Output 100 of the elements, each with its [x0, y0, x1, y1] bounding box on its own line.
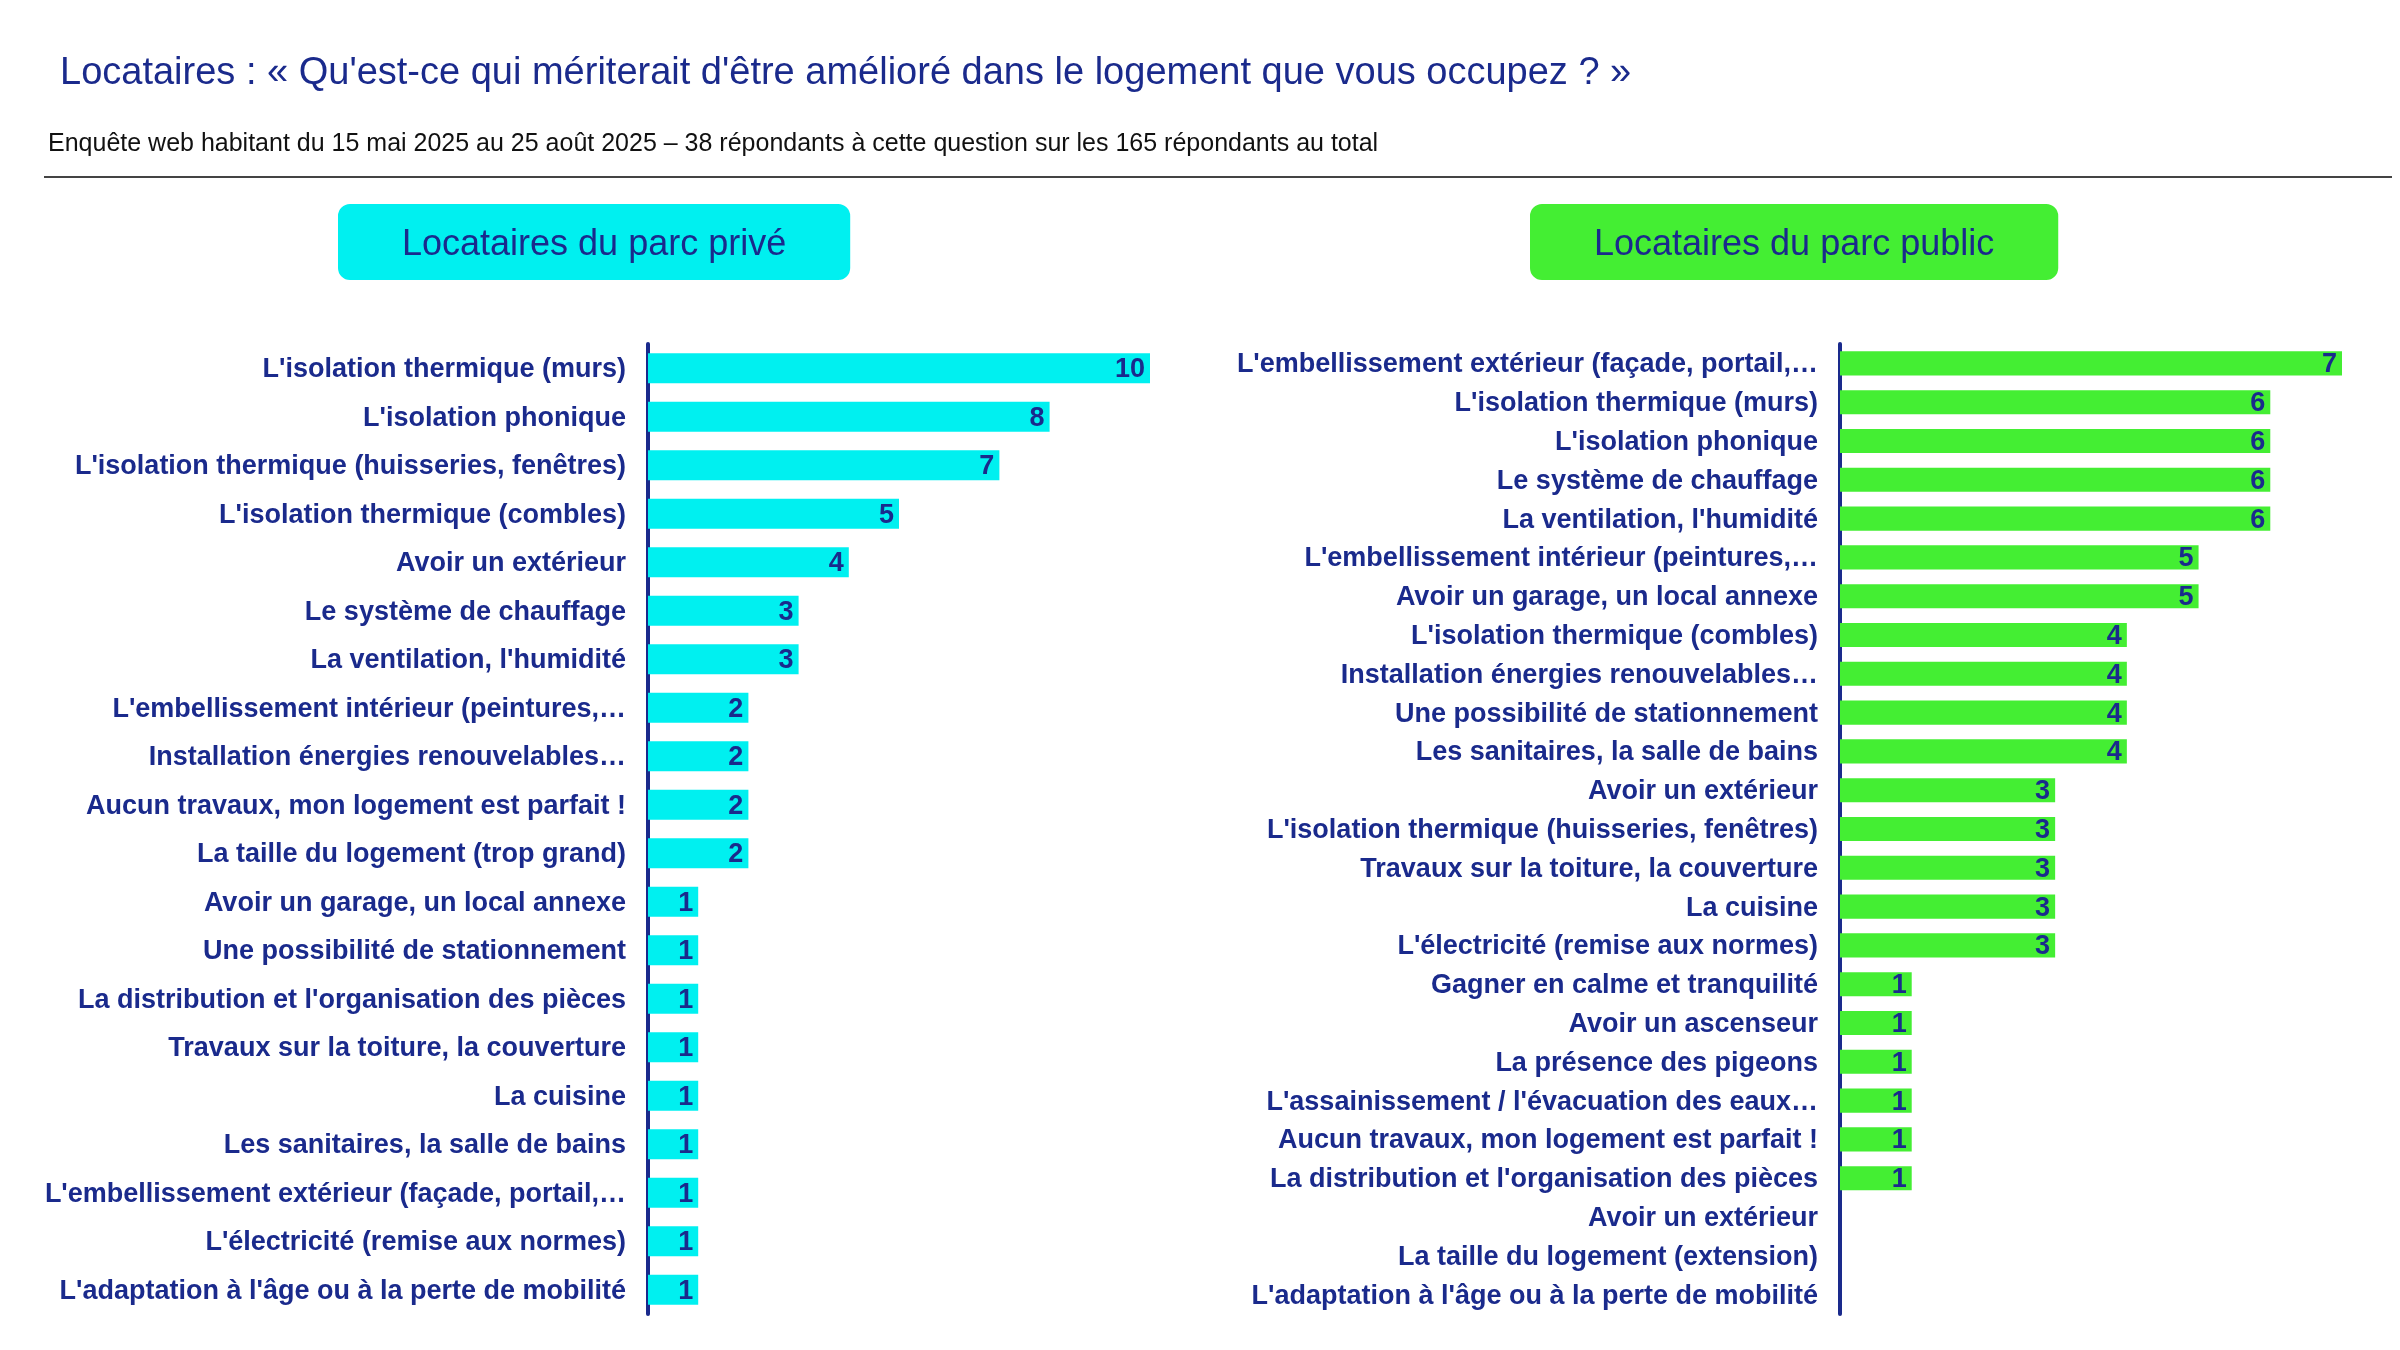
- bar: [1840, 1049, 1912, 1074]
- y-tick-label: Une possibilité de stationnement: [202, 935, 627, 966]
- data-label: 3: [2035, 891, 2051, 922]
- bar: [648, 1032, 699, 1063]
- y-tick-label: L'isolation thermique (murs): [262, 353, 626, 384]
- y-tick-label: Aucun travaux, mon logement est parfait !: [85, 789, 626, 820]
- y-tick-label: L'isolation thermique (huisseries, fenêtres): [1266, 814, 1818, 844]
- bar: [1840, 855, 2056, 880]
- bar: [1840, 739, 2127, 764]
- bar: [648, 1226, 699, 1257]
- bar: [648, 1177, 699, 1208]
- data-label: 1: [1891, 1046, 1907, 1077]
- y-tick-label: L'embellissement intérieur (peintures,…: [112, 692, 626, 723]
- bar: [1840, 1127, 1912, 1152]
- bar: [648, 886, 699, 917]
- bar: [1840, 467, 2271, 492]
- y-tick-label: Avoir un extérieur: [395, 547, 627, 578]
- y-tick-label: Travaux sur la toiture, la couverture: [1360, 852, 1818, 883]
- y-tick-label: La cuisine: [493, 1080, 626, 1111]
- y-tick-label: La cuisine: [1685, 891, 1818, 922]
- bar: [648, 838, 749, 869]
- chart-title: Locataires du parc public: [1594, 221, 1995, 263]
- data-label: 6: [2250, 426, 2266, 456]
- data-label: 2: [728, 741, 744, 772]
- data-label: 4: [828, 547, 844, 578]
- data-label: 4: [2106, 658, 2122, 689]
- bar: [648, 353, 1150, 384]
- y-tick-label: L'adaptation à l'âge ou à la perte de mobilité: [1251, 1279, 1818, 1310]
- bar: [1840, 894, 2056, 919]
- text: Locataires : « Qu'est-ce qui mériterait d'être amélioré dans le logement que vous occupez ? »: [60, 50, 1632, 93]
- bar: [1840, 506, 2271, 531]
- y-tick-label: L'assainissement / l'évacuation des eaux…: [1266, 1085, 1818, 1116]
- bar: [1840, 1088, 1912, 1113]
- y-tick-label: L'électricité (remise aux normes): [205, 1226, 626, 1257]
- bar: [1840, 816, 2056, 842]
- bar: [648, 1274, 699, 1305]
- y-tick-label: L'isolation thermique (murs): [1454, 387, 1818, 418]
- y-tick-label: La ventilation, l'humidité: [1502, 503, 1818, 534]
- data-label: 1: [678, 1129, 694, 1160]
- data-label: 3: [2035, 930, 2051, 961]
- data-label: 1: [678, 983, 694, 1014]
- y-tick-label: La taille du logement (trop grand): [196, 838, 626, 869]
- y-tick-label: La présence des pigeons: [1495, 1046, 1818, 1077]
- y-tick-label: Gagner en calme et tranquilité: [1430, 969, 1818, 1000]
- bar: [648, 789, 749, 820]
- bar: [1840, 622, 2127, 648]
- bar: [648, 1080, 699, 1111]
- y-tick-label: Avoir un extérieur: [1587, 775, 1819, 806]
- y-tick-label: Le système de chauffage: [304, 595, 626, 626]
- y-tick-label: Les sanitaires, la salle de bains: [223, 1129, 626, 1160]
- data-label: 7: [979, 450, 995, 481]
- data-label: 4: [2106, 736, 2122, 767]
- data-label: 6: [2250, 464, 2266, 495]
- bar: [648, 595, 799, 626]
- data-label: 1: [1891, 1008, 1907, 1038]
- y-tick-label: Avoir un garage, un local annexe: [1395, 581, 1818, 612]
- chart-title: Locataires du parc privé: [402, 221, 787, 263]
- data-label: 3: [2035, 775, 2051, 806]
- data-label: 4: [2106, 620, 2122, 650]
- y-tick-label: L'adaptation à l'âge ou à la perte de mobilité: [59, 1274, 626, 1305]
- y-tick-label: L'isolation thermique (huisseries, fenêtres): [74, 450, 626, 481]
- data-label: 1: [678, 1080, 694, 1111]
- data-label: 5: [878, 498, 894, 529]
- y-tick-label: La ventilation, l'humidité: [310, 644, 626, 675]
- bar: [648, 401, 1050, 432]
- y-tick-label: Une possibilité de stationnement: [1394, 697, 1819, 728]
- y-tick-label: Aucun travaux, mon logement est parfait !: [1277, 1124, 1818, 1155]
- data-label: 1: [1891, 1124, 1907, 1155]
- bar: [1840, 700, 2127, 725]
- y-tick-label: Avoir un garage, un local annexe: [203, 886, 626, 917]
- data-label: 10: [1114, 353, 1145, 384]
- bar: [1840, 972, 1912, 997]
- y-tick-label: Installation énergies renouvelables…: [1340, 658, 1818, 689]
- bar: [1840, 584, 2199, 609]
- data-label: 1: [678, 1274, 694, 1305]
- bar: [648, 741, 749, 772]
- y-tick-label: L'isolation thermique (combles): [1411, 620, 1818, 650]
- data-label: 2: [728, 692, 744, 723]
- data-label: 1: [1891, 1163, 1907, 1194]
- data-label: 3: [778, 644, 794, 675]
- data-label: 3: [2035, 852, 2051, 883]
- data-label: 6: [2250, 387, 2266, 418]
- bar: [1840, 778, 2056, 803]
- bar: [648, 1129, 699, 1160]
- data-label: 1: [678, 1032, 694, 1063]
- bar: [1840, 1010, 1912, 1036]
- y-tick-label: Les sanitaires, la salle de bains: [1415, 736, 1818, 767]
- bar: [1840, 390, 2271, 415]
- data-label: 1: [678, 1226, 694, 1257]
- data-label: 7: [2321, 348, 2337, 379]
- data-label: 4: [2106, 697, 2122, 728]
- bar: [1840, 933, 2056, 958]
- y-tick-label: Avoir un ascenseur: [1568, 1008, 1819, 1038]
- bar: [648, 644, 799, 675]
- y-tick-label: La distribution et l'organisation des pièces: [1269, 1163, 1818, 1194]
- bar: [648, 935, 699, 966]
- data-label: 2: [728, 838, 744, 869]
- y-tick-label: L'isolation thermique (combles): [219, 498, 626, 529]
- bar: [1840, 661, 2127, 686]
- y-tick-label: Installation énergies renouvelables…: [148, 741, 626, 772]
